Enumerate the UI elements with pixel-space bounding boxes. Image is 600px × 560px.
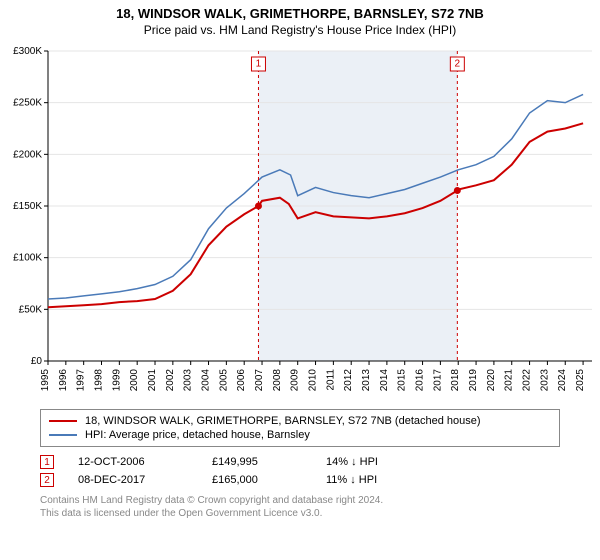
svg-text:2009: 2009 (290, 369, 301, 392)
legend-item: HPI: Average price, detached house, Barn… (49, 428, 551, 442)
sale-row: 1 12-OCT-2006 £149,995 14% ↓ HPI (40, 453, 560, 471)
svg-text:1995: 1995 (40, 369, 51, 392)
svg-text:2005: 2005 (218, 369, 229, 392)
sale-price: £149,995 (212, 456, 302, 468)
footer-line-1: Contains HM Land Registry data © Crown c… (40, 495, 560, 508)
svg-text:2016: 2016 (415, 369, 426, 392)
sale-marker-icon: 2 (40, 473, 54, 487)
svg-text:2001: 2001 (147, 369, 158, 392)
svg-text:£50K: £50K (19, 304, 43, 315)
legend: 18, WINDSOR WALK, GRIMETHORPE, BARNSLEY,… (40, 409, 560, 447)
svg-text:2017: 2017 (432, 369, 443, 392)
svg-text:£150K: £150K (13, 201, 42, 212)
sales-table: 1 12-OCT-2006 £149,995 14% ↓ HPI 2 08-DEC-201… (40, 453, 560, 489)
legend-label: HPI: Average price, detached house, Barn… (85, 429, 310, 441)
svg-text:2002: 2002 (165, 369, 176, 392)
footer-line-2: This data is licensed under the Open Gov… (40, 508, 560, 521)
footer-attribution: Contains HM Land Registry data © Crown c… (40, 495, 560, 520)
svg-text:2003: 2003 (183, 369, 194, 392)
sale-price: £165,000 (212, 474, 302, 486)
svg-text:2021: 2021 (504, 369, 515, 392)
svg-text:1997: 1997 (76, 369, 87, 392)
sale-delta: 14% ↓ HPI (326, 456, 378, 468)
page-title: 18, WINDSOR WALK, GRIMETHORPE, BARNSLEY,… (0, 0, 600, 21)
svg-text:£100K: £100K (13, 253, 42, 264)
svg-text:1: 1 (256, 59, 262, 70)
svg-text:2: 2 (455, 59, 461, 70)
chart-container: £0 £50K £100K £150K £200K £250K £300K 1995 1996 1… (0, 41, 600, 401)
svg-text:2007: 2007 (254, 369, 265, 392)
svg-text:2010: 2010 (308, 369, 319, 392)
svg-text:2008: 2008 (272, 369, 283, 392)
legend-swatch (49, 420, 77, 422)
page-subtitle: Price paid vs. HM Land Registry's House … (0, 21, 600, 41)
svg-text:2022: 2022 (522, 369, 533, 392)
sale-date: 08-DEC-2017 (78, 474, 188, 486)
svg-text:£250K: £250K (13, 98, 42, 109)
svg-text:2006: 2006 (236, 369, 247, 392)
legend-item: 18, WINDSOR WALK, GRIMETHORPE, BARNSLEY,… (49, 414, 551, 428)
svg-text:2011: 2011 (325, 369, 336, 391)
svg-text:2014: 2014 (379, 369, 390, 392)
svg-text:2013: 2013 (361, 369, 372, 392)
sale-date: 12-OCT-2006 (78, 456, 188, 468)
svg-text:1996: 1996 (58, 369, 69, 392)
legend-swatch (49, 434, 77, 436)
svg-text:2000: 2000 (129, 369, 140, 392)
svg-text:£300K: £300K (13, 46, 42, 57)
price-chart: £0 £50K £100K £150K £200K £250K £300K 1995 1996 1… (0, 41, 600, 401)
svg-text:1998: 1998 (94, 369, 105, 392)
svg-text:2020: 2020 (486, 369, 497, 392)
svg-text:£0: £0 (31, 356, 43, 367)
sale-delta: 11% ↓ HPI (326, 474, 377, 486)
svg-text:2024: 2024 (557, 369, 568, 392)
sale-row: 2 08-DEC-2017 £165,000 11% ↓ HPI (40, 471, 560, 489)
svg-text:£200K: £200K (13, 149, 42, 160)
svg-text:2015: 2015 (397, 369, 408, 392)
svg-text:2012: 2012 (343, 369, 354, 392)
svg-text:2019: 2019 (468, 369, 479, 392)
svg-text:2004: 2004 (201, 369, 212, 392)
svg-text:2023: 2023 (539, 369, 550, 392)
svg-text:2018: 2018 (450, 369, 461, 392)
svg-text:2025: 2025 (575, 369, 586, 392)
sale-marker-icon: 1 (40, 455, 54, 469)
svg-text:1999: 1999 (111, 369, 122, 392)
legend-label: 18, WINDSOR WALK, GRIMETHORPE, BARNSLEY,… (85, 415, 481, 427)
